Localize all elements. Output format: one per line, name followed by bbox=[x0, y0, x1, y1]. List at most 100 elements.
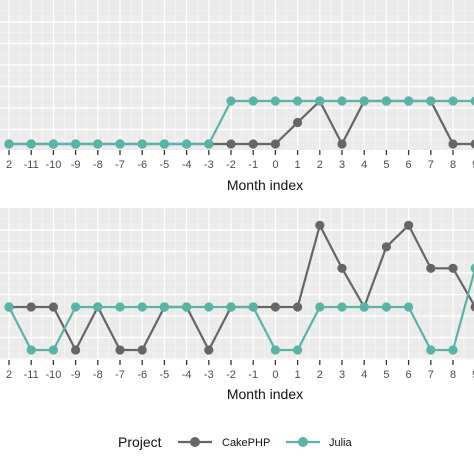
bottom-x-tick-label: -8 bbox=[93, 369, 103, 381]
bottom-data-point-cakephp bbox=[48, 302, 59, 312]
bottom-data-point-julia bbox=[182, 302, 192, 312]
bottom-panel-background bbox=[0, 208, 474, 360]
top-data-point-julia bbox=[159, 139, 169, 149]
top-data-point-cakephp bbox=[293, 117, 303, 128]
bottom-x-tick-label: 8 bbox=[450, 369, 456, 381]
bottom-data-point-julia bbox=[137, 302, 147, 312]
bottom-data-point-cakephp bbox=[448, 263, 458, 273]
legend-item-cakephp: CakePHP bbox=[178, 437, 270, 449]
top-x-tick-label: 0 bbox=[272, 159, 278, 171]
top-x-tick-label: 2 bbox=[317, 159, 323, 171]
legend-title: Project bbox=[118, 434, 162, 450]
legend-key-point-cakephp bbox=[190, 437, 200, 447]
bottom-x-tick-label: 6 bbox=[406, 369, 412, 381]
bottom-data-point-cakephp bbox=[26, 302, 36, 312]
bottom-x-tick-label: 4 bbox=[361, 369, 367, 381]
top-data-point-julia bbox=[93, 139, 103, 149]
bottom-data-point-cakephp bbox=[426, 263, 436, 273]
bottom-data-point-cakephp bbox=[137, 345, 147, 355]
top-chart-panel: 2-11-10-9-8-7-6-5-4-3-2-10123456789 bbox=[0, 0, 474, 171]
top-data-point-julia bbox=[182, 139, 192, 149]
top-x-tick-label: 3 bbox=[339, 159, 345, 171]
top-data-point-cakephp bbox=[448, 139, 458, 149]
bottom-data-point-julia bbox=[4, 302, 14, 312]
top-x-tick-label: 2 bbox=[6, 159, 12, 171]
top-x-tick-label: -8 bbox=[93, 159, 103, 171]
top-data-point-julia bbox=[48, 139, 59, 149]
bottom-x-tick-label: -10 bbox=[45, 369, 61, 381]
bottom-data-point-cakephp bbox=[115, 345, 125, 355]
bottom-data-point-julia bbox=[315, 302, 325, 312]
bottom-x-tick-label: -7 bbox=[115, 369, 125, 381]
top-x-tick-label: -1 bbox=[248, 159, 258, 171]
bottom-data-point-cakephp bbox=[337, 263, 347, 273]
top-data-point-julia bbox=[26, 139, 36, 149]
legend-label-cakephp: CakePHP bbox=[222, 437, 270, 449]
bottom-data-point-cakephp bbox=[270, 302, 280, 312]
bottom-data-point-julia bbox=[71, 302, 81, 312]
bottom-data-point-julia bbox=[470, 263, 474, 273]
top-x-tick-label: -3 bbox=[204, 159, 214, 171]
legend: Project CakePHP Julia bbox=[118, 434, 353, 450]
bottom-data-point-cakephp bbox=[204, 345, 214, 355]
top-x-tick-label: 4 bbox=[361, 159, 367, 171]
bottom-data-point-julia bbox=[26, 345, 36, 355]
top-x-tick-label: -6 bbox=[137, 159, 147, 171]
top-data-point-cakephp bbox=[470, 139, 474, 149]
bottom-x-tick-label: -5 bbox=[160, 369, 170, 381]
top-data-point-julia bbox=[293, 96, 303, 106]
bottom-series-line-julia bbox=[8, 268, 474, 352]
top-data-point-julia bbox=[426, 96, 436, 106]
bottom-data-point-julia bbox=[248, 302, 258, 312]
bottom-x-axis-title: Month index bbox=[227, 386, 303, 402]
top-data-point-julia bbox=[270, 96, 280, 106]
top-data-point-cakephp bbox=[226, 139, 236, 149]
top-data-point-julia bbox=[315, 96, 325, 106]
top-x-tick-label: -7 bbox=[115, 159, 125, 171]
bottom-data-point-julia bbox=[48, 345, 59, 355]
top-data-point-julia bbox=[226, 96, 236, 106]
legend-item-julia: Julia bbox=[286, 437, 353, 449]
top-x-tick-label: 7 bbox=[428, 159, 434, 171]
bottom-data-point-julia bbox=[448, 345, 458, 355]
bottom-data-point-cakephp bbox=[71, 345, 81, 355]
bottom-data-point-julia bbox=[226, 302, 236, 312]
top-data-point-julia bbox=[204, 139, 214, 149]
top-data-point-julia bbox=[381, 96, 391, 106]
bottom-data-point-julia bbox=[359, 302, 369, 312]
top-data-point-julia bbox=[470, 96, 474, 106]
top-x-tick-label: -2 bbox=[226, 159, 236, 171]
top-panel-background bbox=[0, 0, 474, 150]
top-x-axis-title: Month index bbox=[227, 177, 303, 193]
bottom-data-point-cakephp bbox=[470, 302, 474, 312]
top-x-tick-label: -5 bbox=[160, 159, 170, 171]
bottom-data-point-julia bbox=[204, 302, 214, 312]
bottom-data-point-julia bbox=[159, 302, 169, 312]
bottom-data-point-julia bbox=[404, 302, 414, 312]
top-x-tick-label: -4 bbox=[182, 159, 192, 171]
top-data-point-julia bbox=[115, 139, 125, 149]
bottom-x-tick-label: -11 bbox=[24, 369, 39, 381]
bottom-data-point-julia bbox=[115, 302, 125, 312]
top-data-point-julia bbox=[137, 139, 147, 149]
bottom-x-tick-label: 5 bbox=[383, 369, 389, 381]
bottom-x-tick-label: -9 bbox=[71, 369, 81, 381]
bottom-x-tick-label: 7 bbox=[428, 369, 434, 381]
top-data-point-julia bbox=[337, 96, 347, 106]
bottom-data-point-cakephp bbox=[381, 242, 391, 252]
legend-label-julia: Julia bbox=[329, 437, 353, 449]
top-data-point-cakephp bbox=[248, 139, 258, 149]
top-data-point-cakephp bbox=[270, 139, 280, 149]
bottom-x-tick-label: -3 bbox=[204, 369, 214, 381]
bottom-x-tick-label: -4 bbox=[182, 369, 192, 381]
bottom-data-point-julia bbox=[293, 345, 303, 355]
top-data-point-julia bbox=[71, 139, 81, 149]
bottom-data-point-cakephp bbox=[293, 302, 303, 312]
bottom-x-tick-label: 1 bbox=[295, 369, 301, 381]
top-data-point-julia bbox=[448, 96, 458, 106]
bottom-chart-panel: 2-11-10-9-8-7-6-5-4-3-2-10123456789 bbox=[0, 208, 474, 381]
top-x-tick-label: 6 bbox=[406, 159, 412, 171]
bottom-x-tick-label: -6 bbox=[137, 369, 147, 381]
bottom-data-point-julia bbox=[381, 302, 391, 312]
